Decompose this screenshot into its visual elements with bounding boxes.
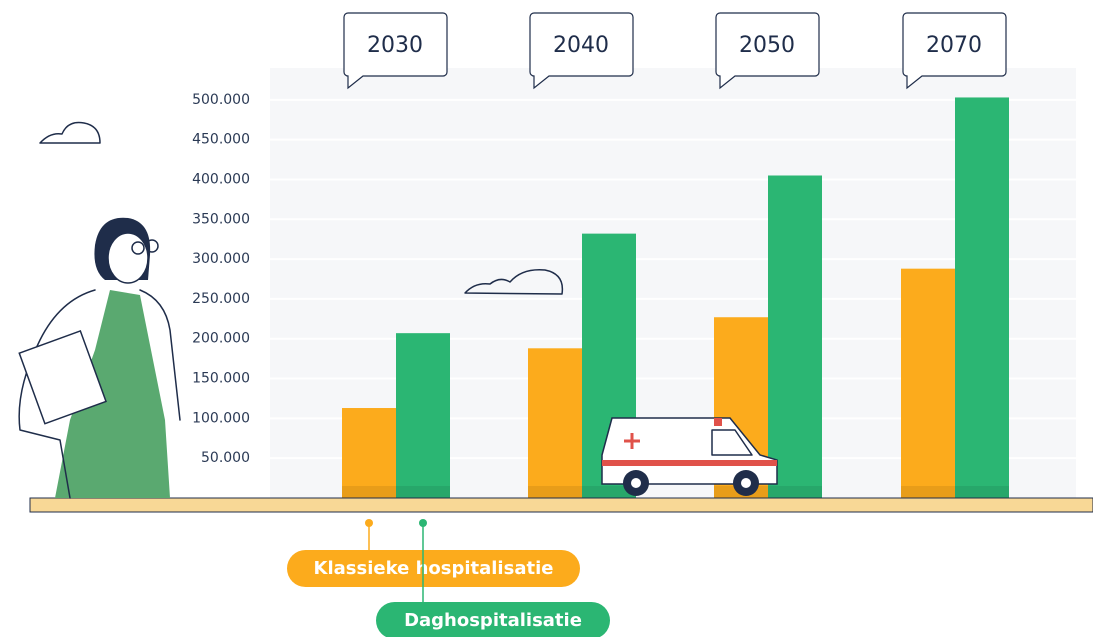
bar-shade xyxy=(528,486,582,498)
bar-shade xyxy=(901,486,955,498)
bar xyxy=(955,97,1009,498)
bar xyxy=(396,333,450,498)
y-tick-label: 50.000 xyxy=(201,450,250,466)
bar-shade xyxy=(768,486,822,498)
doctor-illustration xyxy=(19,218,180,498)
category-label: 2050 xyxy=(739,33,795,58)
bar xyxy=(342,408,396,498)
y-tick-label: 400.000 xyxy=(192,171,250,187)
siren xyxy=(714,418,722,426)
bar-shade xyxy=(342,486,396,498)
bar xyxy=(901,269,955,498)
bar-shade xyxy=(396,486,450,498)
legend-label: Klassieke hospitalisatie xyxy=(314,558,554,579)
wheel-hub xyxy=(741,478,751,488)
bar-shade xyxy=(955,486,1009,498)
wheel-hub xyxy=(631,478,641,488)
y-tick-label: 250.000 xyxy=(192,291,250,307)
cloud xyxy=(40,122,100,143)
category-label: 2070 xyxy=(926,33,982,58)
y-tick-label: 100.000 xyxy=(192,410,250,426)
legend-dot xyxy=(365,519,373,527)
doctor-face xyxy=(108,233,148,283)
y-tick-label: 200.000 xyxy=(192,331,250,347)
category-label: 2040 xyxy=(553,33,609,58)
y-tick-label: 450.000 xyxy=(192,132,250,148)
ground xyxy=(30,498,1093,512)
bar xyxy=(528,348,582,498)
legend-dot xyxy=(419,519,427,527)
y-tick-label: 500.000 xyxy=(192,92,250,108)
bar xyxy=(768,176,822,499)
ambulance-stripe xyxy=(602,460,777,466)
chart: 50.000 100.000 150.000 200.000 250.000 300.00… xyxy=(0,0,1093,637)
legend: Klassieke hospitalisatie Daghospitalisati… xyxy=(287,519,610,637)
legend-label: Daghospitalisatie xyxy=(404,610,582,631)
category-label: 2030 xyxy=(367,33,423,58)
y-tick-label: 350.000 xyxy=(192,211,250,227)
y-tick-label: 150.000 xyxy=(192,371,250,387)
y-tick-label: 300.000 xyxy=(192,251,250,267)
